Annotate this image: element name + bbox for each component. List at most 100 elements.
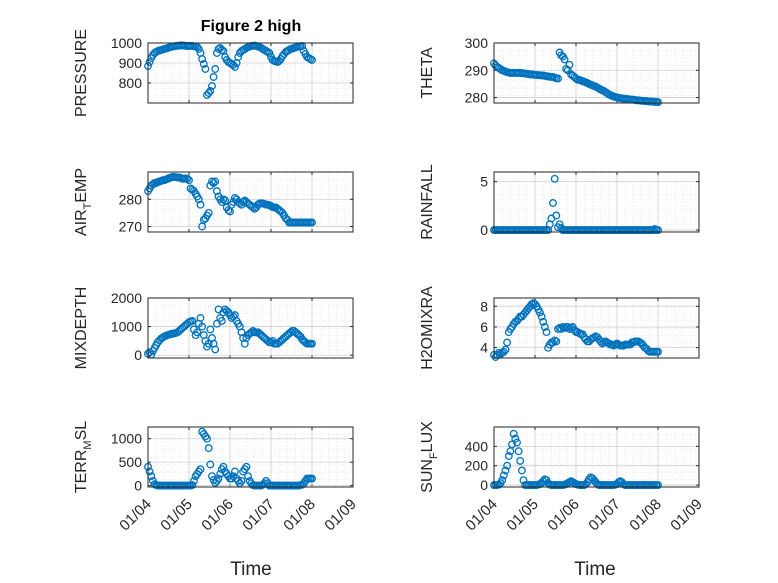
panel-5-data-point — [198, 322, 207, 331]
panel-7-data-point — [204, 444, 213, 453]
panel-2-data-point — [654, 98, 662, 107]
panel-8-y-tick-label: 0 — [480, 477, 488, 493]
panel-5-data-point — [206, 325, 215, 334]
panel-8-data-point — [508, 440, 516, 449]
panel-8-x-tick-label: 01/06 — [544, 496, 583, 535]
panel-5-data-point — [217, 316, 226, 325]
panel-4-data-point — [552, 211, 561, 220]
panel-7-data-point — [196, 465, 205, 474]
panel-8-axes-frame — [493, 426, 700, 488]
panel-1-data-point — [194, 45, 203, 53]
panel-1-data-point — [199, 60, 208, 68]
panel-3-data-point — [239, 198, 248, 206]
panel-2-data-point — [554, 74, 562, 83]
panel-6-data-point — [552, 337, 561, 346]
x-axis-label-left: Time — [230, 559, 272, 580]
panel-5-data-point — [188, 316, 197, 325]
panel-1-data-point — [209, 73, 218, 81]
panel-6-data-point — [499, 347, 508, 356]
panel-8-data-point — [516, 456, 525, 465]
panel-7-data-point — [145, 467, 154, 476]
panel-3-data-point — [185, 176, 193, 185]
panel-8-y-axis-label: SUNFLUX — [419, 421, 440, 493]
panel-7-y-tick-label: 1000 — [111, 431, 142, 447]
panel-1-data-point — [234, 53, 243, 61]
panel-2-y-axis-label: THETA — [419, 47, 436, 99]
panel-8-data-point — [513, 438, 521, 447]
panel-3-y-tick-label: 270 — [119, 219, 143, 235]
panel-1-data-point — [265, 49, 274, 57]
panel-7-data-point — [188, 481, 197, 490]
panel-6-axes-frame — [493, 297, 700, 359]
panel-6-y-tick-label: 8 — [480, 298, 488, 314]
panel-6-y-axis-label: H2OMIXRA — [419, 286, 436, 370]
panel-5-data-point — [204, 339, 213, 348]
panel-6-y-tick-label: 4 — [480, 340, 488, 356]
panel-6-data-point — [503, 338, 512, 347]
panel-4-y-tick-label: 0 — [480, 222, 488, 238]
panel-5-y-tick-label: 0 — [134, 347, 142, 363]
panel-2-data-point — [560, 55, 569, 64]
panel-3-data-point — [208, 177, 216, 186]
panel-8-data-point — [498, 476, 507, 485]
panel-4-data-point — [549, 199, 557, 207]
panel-3-y-axis-label: AIRTEMP — [73, 168, 94, 236]
panel-7-data-point — [206, 460, 215, 469]
panel-7-y-tick-label: 0 — [134, 478, 142, 494]
panel-1-data-point — [211, 65, 220, 73]
panel-7-data-point — [203, 434, 211, 443]
panel-4-data-point — [550, 174, 559, 183]
panel-1-data-point — [201, 65, 210, 73]
panel-1-data-point — [145, 58, 154, 66]
panel-8-x-tick-label: 01/09 — [667, 496, 706, 535]
panel-8-data-point — [504, 452, 513, 460]
panel-7-axes-frame — [147, 426, 354, 488]
panel-5-data-point — [196, 314, 205, 322]
panel-1-y-tick-label: 1000 — [111, 35, 142, 51]
panel-6-data-point — [654, 347, 662, 356]
panel-8-x-tick-label: 01/08 — [626, 496, 665, 535]
panel-3-data-point — [219, 195, 228, 204]
panel-8-data-point — [585, 475, 594, 484]
panel-5-data-point — [211, 345, 220, 354]
panel-7-x-tick-label: 01/08 — [280, 496, 319, 535]
panel-8-x-tick-label: 01/07 — [585, 496, 624, 535]
panel-8-data-point — [511, 434, 520, 443]
panel-7-y-tick-label: 500 — [119, 454, 143, 470]
panel-1-y-tick-label: 800 — [119, 75, 143, 91]
panel-1-y-axis-label: PRESSURE — [73, 29, 90, 117]
panel-4-axes-frame — [493, 171, 700, 233]
panel-7-data-point — [189, 476, 198, 485]
panel-7-x-tick-label: 01/04 — [116, 496, 155, 535]
panel-1-data-point — [208, 82, 216, 90]
panel-3-axes-frame — [147, 171, 354, 233]
panel-7-data-point — [219, 462, 228, 471]
panel-5-y-tick-label: 2000 — [111, 290, 142, 306]
panel-7-data-point — [214, 474, 223, 483]
panel-1-y-tick-label: 900 — [119, 55, 143, 71]
panel-8-data-point — [514, 447, 523, 456]
panel-6-data-point — [494, 348, 503, 357]
panel-3-data-point — [209, 178, 218, 187]
panel-7-x-tick-label: 01/07 — [239, 496, 278, 535]
panel-6-data-point — [501, 345, 510, 354]
panel-1-data-point — [308, 56, 316, 64]
panel-1-data-point — [204, 89, 213, 97]
panel-5-data-point — [193, 328, 202, 337]
panel-3-data-point — [194, 195, 203, 204]
panel-8-data-point — [539, 477, 548, 486]
panel-3-data-point — [183, 174, 192, 183]
panel-8-data-point — [501, 466, 510, 475]
panel-7-x-tick-label: 01/09 — [321, 496, 360, 535]
panel-3-data-point — [196, 200, 205, 209]
panel-8-data-point — [499, 471, 508, 480]
panel-8-y-tick-label: 400 — [465, 438, 489, 454]
panel-7-data-point — [208, 472, 216, 481]
panel-6-data-point — [535, 308, 544, 317]
panel-2-data-point — [565, 60, 574, 69]
panel-7-data-point — [230, 467, 239, 476]
panel-8-data-point — [517, 466, 526, 475]
panel-8-x-tick-label: 01/05 — [503, 496, 542, 535]
